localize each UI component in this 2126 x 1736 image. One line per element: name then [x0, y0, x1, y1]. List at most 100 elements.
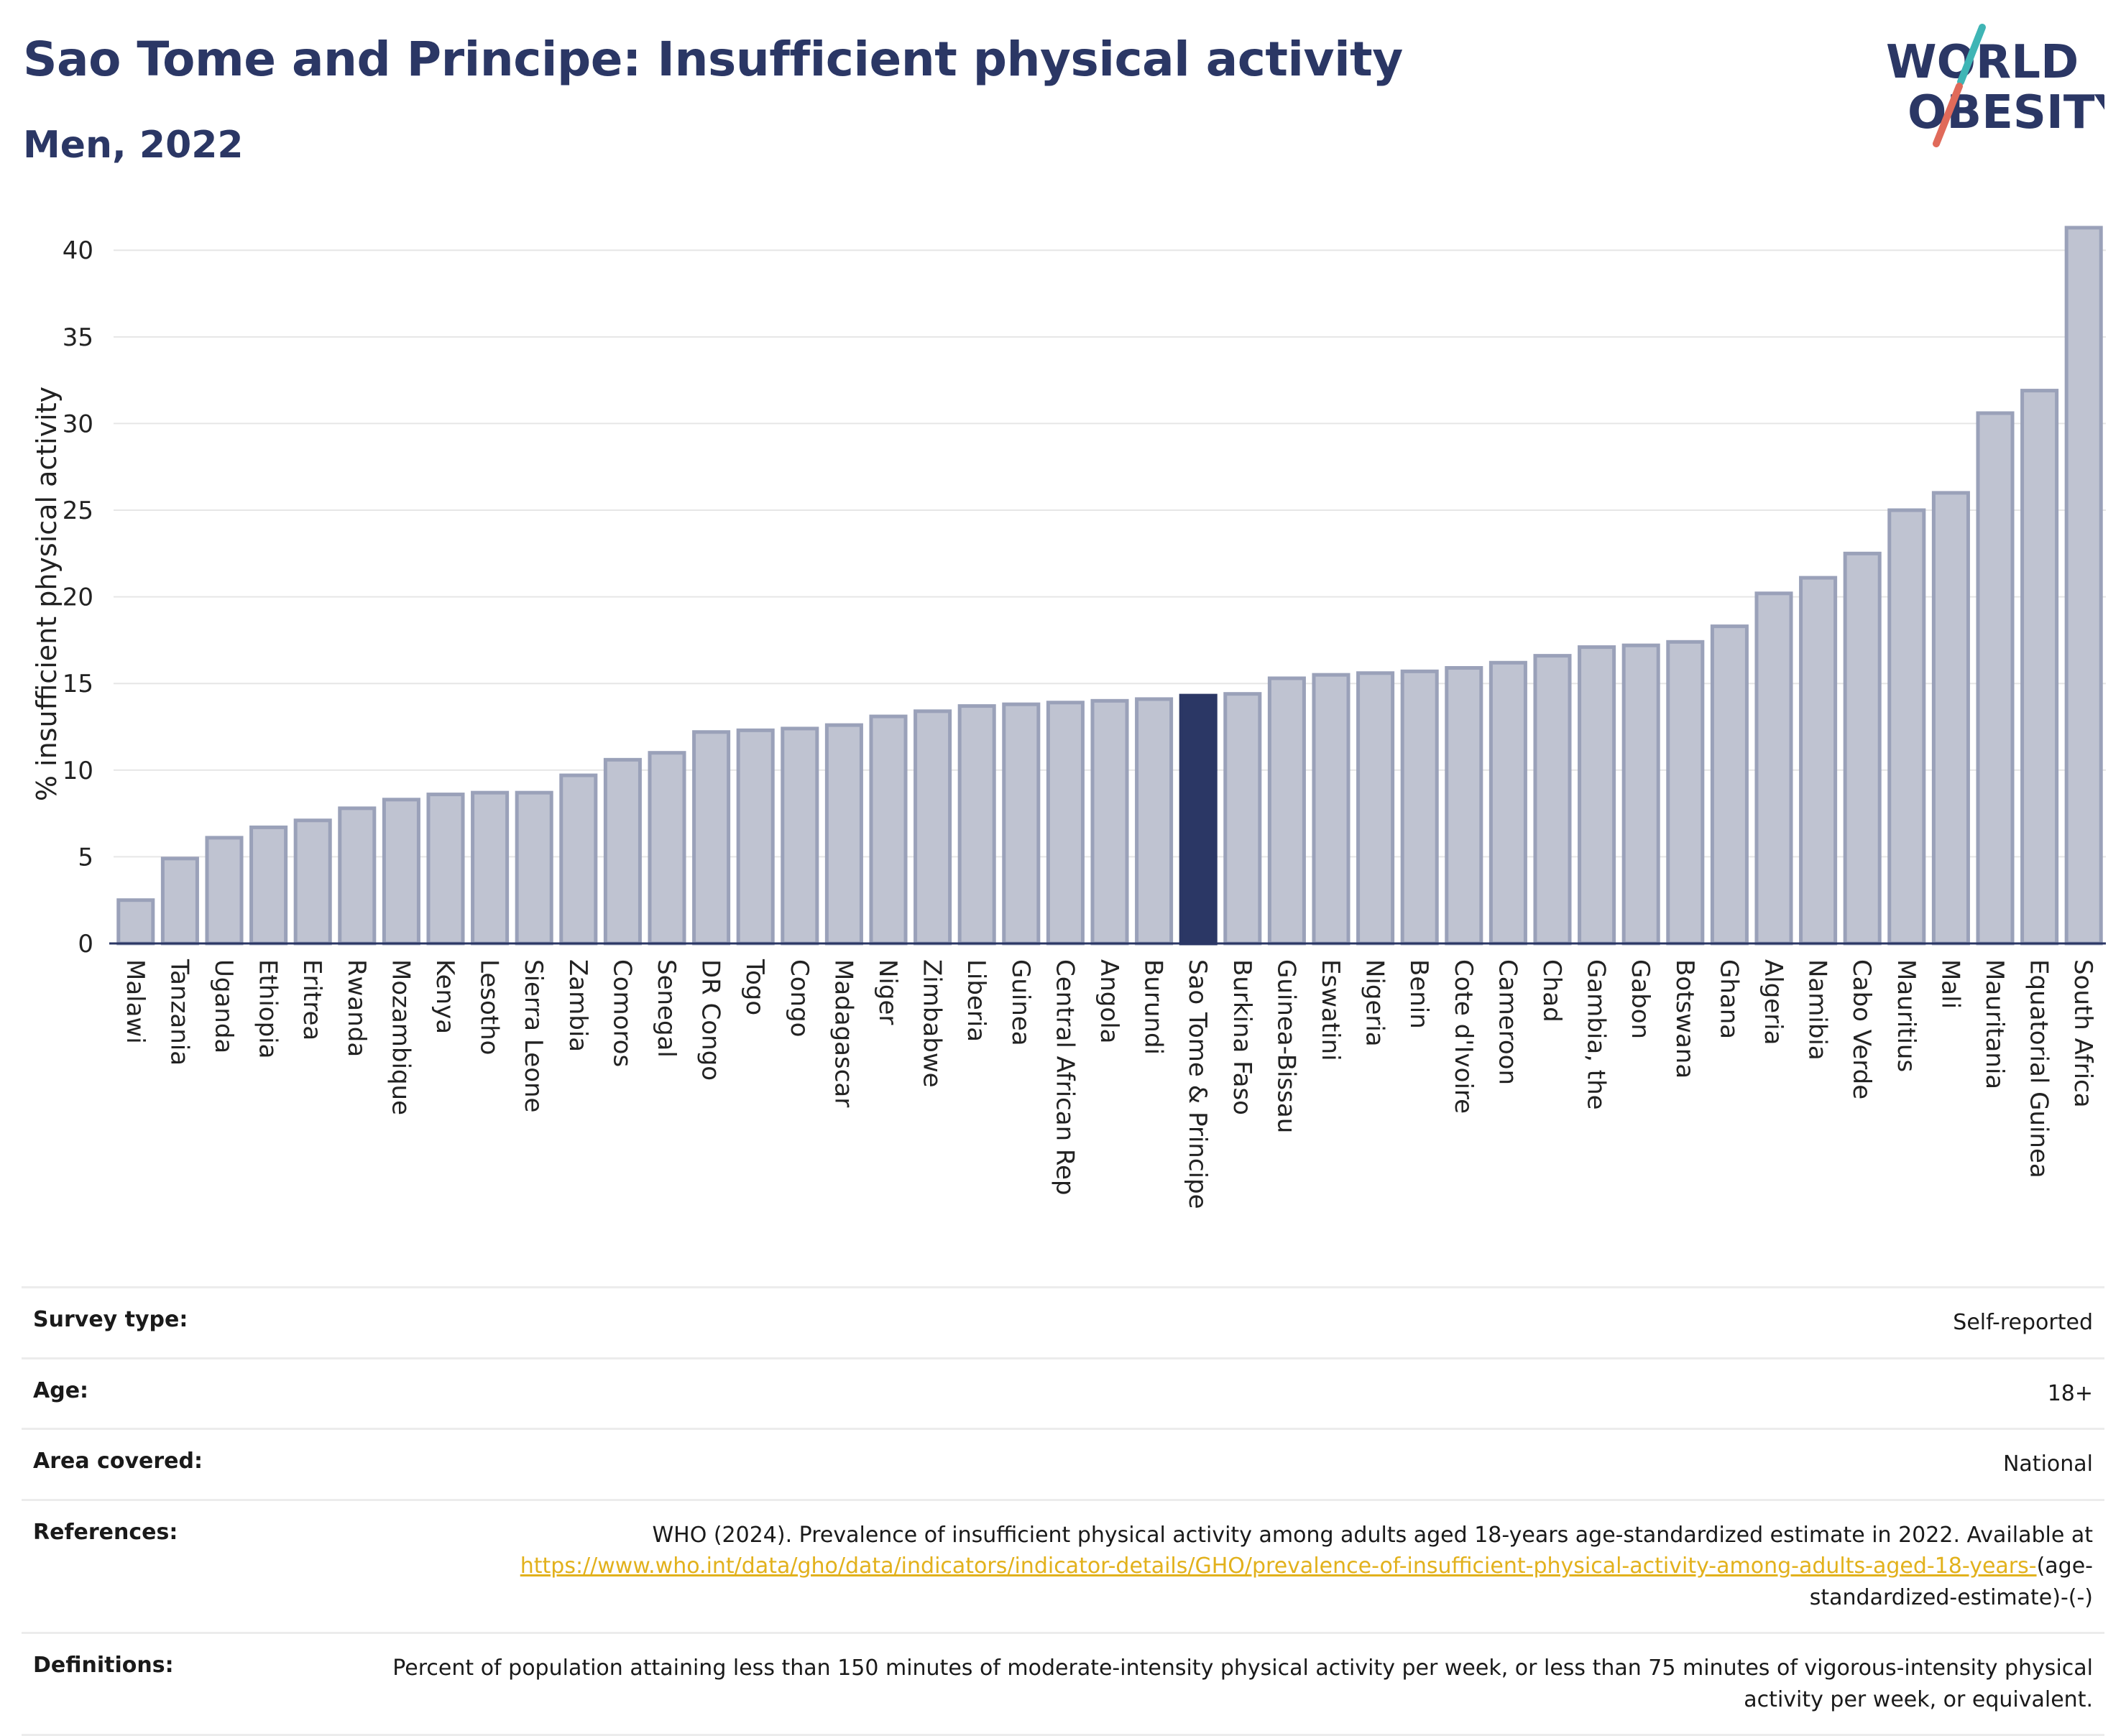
- x-tick-label: Uganda: [209, 959, 238, 1053]
- x-tick-label: Madagascar: [829, 959, 857, 1107]
- x-tick-label: Gambia, the: [1582, 959, 1611, 1110]
- x-tick-label: Mauritania: [1980, 959, 2009, 1089]
- x-tick-label: Zambia: [563, 959, 592, 1052]
- bar: [559, 773, 598, 946]
- x-tick-label: Angola: [1095, 959, 1123, 1043]
- meta-value-references: WHO (2024). Prevalence of insufficient p…: [392, 1520, 2093, 1614]
- x-tick-label: Lesotho: [475, 959, 504, 1055]
- meta-label: Area covered:: [33, 1449, 203, 1474]
- bar: [1843, 551, 1882, 946]
- reference-link[interactable]: https://www.who.int/data/gho/data/indica…: [520, 1553, 2037, 1579]
- bar: [1488, 660, 1527, 946]
- bar: [338, 806, 377, 946]
- bar: [1135, 697, 1174, 946]
- reference-text: WHO (2024). Prevalence of insufficient p…: [652, 1522, 2093, 1548]
- bar: [2020, 389, 2059, 946]
- bar: [1710, 624, 1749, 946]
- bar: [648, 751, 686, 946]
- meta-row-area: Area covered: National: [22, 1428, 2104, 1499]
- bar: [1267, 676, 1306, 946]
- bar: [1090, 698, 1129, 946]
- bar: [692, 730, 731, 946]
- x-tick-label: Comoros: [607, 959, 636, 1067]
- x-tick-label: Burkina Faso: [1228, 959, 1256, 1115]
- logo-slash-teal: [1957, 24, 1986, 86]
- logo-slash-coral: [1933, 83, 1963, 147]
- page-subtitle: Men, 2022: [23, 124, 244, 167]
- bar: [471, 790, 510, 946]
- x-tick-label: Chad: [1537, 959, 1566, 1022]
- x-tick-label: Guinea: [1006, 959, 1035, 1046]
- bar: [1887, 508, 1926, 946]
- x-tick-label: Guinea-Bissau: [1271, 959, 1300, 1133]
- x-tick-label: Zimbabwe: [918, 959, 947, 1088]
- meta-label: Survey type:: [33, 1307, 188, 1332]
- y-tick-label: 30: [63, 410, 93, 438]
- x-tick-label: Equatorial Guinea: [2025, 959, 2053, 1178]
- bar: [1046, 701, 1085, 946]
- x-tick-label: Mauritius: [1892, 959, 1920, 1072]
- bar: [1400, 669, 1439, 946]
- bar: [1312, 673, 1350, 946]
- bar: [382, 798, 420, 946]
- x-tick-label: Togo: [740, 959, 769, 1015]
- y-tick-label: 5: [78, 843, 93, 872]
- x-tick-label: Eswatini: [1316, 959, 1345, 1061]
- bar: [914, 709, 952, 946]
- bar: [1754, 591, 1793, 946]
- bar: [1179, 693, 1218, 946]
- x-tick-label: Burundi: [1139, 959, 1168, 1055]
- x-tick-label: Central African Rep: [1050, 959, 1079, 1196]
- x-tick-label: Algeria: [1759, 959, 1787, 1045]
- metadata-table: Survey type: Self-reported Age: 18+ Area…: [22, 1286, 2104, 1736]
- x-tick-label: Congo: [785, 959, 814, 1037]
- bar: [2064, 226, 2103, 946]
- meta-label: Age:: [33, 1377, 89, 1403]
- x-tick-label: Benin: [1404, 959, 1433, 1029]
- reference-suffix: (age-standardized-estimate)-(-): [1809, 1553, 2093, 1610]
- bar: [869, 714, 908, 946]
- logo-text-world: WORLD: [1886, 36, 2079, 89]
- bar: [957, 704, 996, 946]
- bar: [736, 728, 775, 946]
- y-axis-label: % insufficient physical activity: [31, 387, 63, 801]
- x-tick-label: Botswana: [1670, 959, 1699, 1079]
- y-tick-label: 25: [63, 497, 93, 525]
- bar: [1533, 654, 1572, 946]
- x-tick-label: Sao Tome & Principe: [1183, 959, 1212, 1209]
- bar: [1356, 671, 1395, 946]
- bar: [293, 818, 332, 946]
- x-tick-label: Kenya: [431, 959, 459, 1034]
- meta-row-definitions: Definitions: Percent of population attai…: [22, 1632, 2104, 1736]
- bar: [116, 898, 155, 946]
- x-tick-label: Mali: [1936, 959, 1964, 1009]
- x-tick-label: Cote d'Ivoire: [1449, 959, 1478, 1114]
- meta-value: National: [2002, 1451, 2093, 1477]
- bar: [1002, 702, 1041, 946]
- meta-value: Self-reported: [1953, 1310, 2093, 1335]
- meta-row-references: References: WHO (2024). Prevalence of in…: [22, 1498, 2104, 1633]
- x-tick-label: Rwanda: [342, 959, 371, 1057]
- y-tick-label: 15: [63, 670, 93, 698]
- x-tick-label: Mozambique: [386, 959, 415, 1115]
- bar: [1976, 411, 2015, 946]
- x-tick-label: Niger: [873, 959, 902, 1025]
- bar: [1445, 666, 1483, 946]
- bar: [603, 757, 642, 946]
- meta-value: Percent of population attaining less tha…: [392, 1656, 2093, 1712]
- x-tick-label: Ghana: [1714, 959, 1743, 1039]
- bar: [205, 836, 244, 946]
- x-tick-label: South Africa: [2069, 959, 2097, 1108]
- y-tick-label: 35: [63, 323, 93, 352]
- x-tick-label: Tanzania: [165, 959, 193, 1066]
- x-tick-label: DR Congo: [696, 959, 725, 1081]
- page-title: Sao Tome and Principe: Insufficient phys…: [23, 32, 1403, 87]
- bar: [1223, 692, 1262, 946]
- bar: [1799, 576, 1838, 946]
- bar-chart: 0 5 10 15 20 25 30 35 40 % insufficient physical …: [31, 226, 2106, 1209]
- bar: [1931, 491, 1970, 946]
- x-tick-label: Namibia: [1803, 959, 1832, 1061]
- x-tick-label: Nigeria: [1361, 959, 1389, 1047]
- meta-label: Definitions:: [33, 1653, 174, 1678]
- bar: [249, 825, 288, 946]
